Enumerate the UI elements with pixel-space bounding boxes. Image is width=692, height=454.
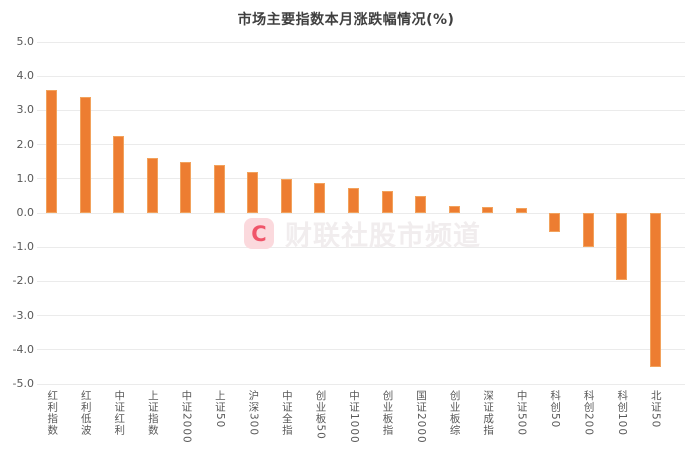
y-tick-label: 1.0 [16,171,35,185]
x-tick-label: 创业板50 [314,390,327,440]
chart-title: 市场主要指数本月涨跌幅情况(%) [237,12,455,28]
bar-上证指数 [146,158,158,213]
y-tick-label: -2.0 [12,274,34,288]
gridline [37,315,685,317]
bar-沪深300 [247,171,259,213]
gridline [37,41,685,43]
x-tick-label: 创业板综 [448,390,461,436]
x-tick-label: 上证50 [213,390,226,429]
bar-红利指数 [46,89,58,213]
bar-科创50 [549,213,561,233]
gridline [37,246,685,248]
y-tick-label: -1.0 [12,240,34,254]
x-tick-label: 创业板指 [381,390,394,436]
y-tick-label: -4.0 [12,342,34,356]
x-tick-label: 上证指数 [146,390,159,436]
bar-国证2000 [415,195,427,213]
bar-红利低波 [79,96,91,213]
bar-上证50 [213,165,225,213]
y-tick-label: 3.0 [16,103,35,117]
gridline [37,144,685,146]
y-tick-label: 4.0 [16,69,35,83]
gridline [37,75,685,77]
bar-中证红利 [113,136,125,213]
x-tick-label: 国证2000 [415,390,428,444]
x-tick-label: 中证全指 [280,390,293,436]
bar-创业板综 [448,206,460,213]
bar-中证2000 [180,161,192,213]
y-tick-label: 2.0 [16,137,35,151]
x-tick-label: 中证500 [515,390,528,437]
bar-中证全指 [280,178,292,213]
x-tick-label: 北证50 [649,390,662,429]
gridline [37,178,685,180]
x-tick-label: 深证成指 [482,390,495,436]
gridline [37,280,685,282]
gridline [37,212,685,214]
plot-area [35,41,685,385]
x-tick-label: 红利指数 [46,390,59,436]
x-tick-label: 科创200 [582,390,595,437]
bar-中证1000 [348,188,359,213]
gridline [37,109,685,111]
y-tick-label: 5.0 [16,35,35,48]
x-tick-label: 红利低波 [79,390,92,436]
x-tick-label: 科创50 [549,390,562,429]
bar-科创100 [616,213,628,280]
x-tick-label: 中证1000 [347,390,360,444]
y-tick-label: -3.0 [12,308,34,322]
bar-创业板指 [381,191,393,213]
x-tick-label: 中证红利 [113,390,126,436]
gridline [37,383,685,385]
x-tick-label: 沪深300 [247,390,260,437]
x-tick-label: 科创100 [616,390,629,437]
bar-科创200 [582,213,594,248]
gridline [37,349,685,351]
y-tick-label: 0.0 [16,206,35,219]
bar-北证50 [649,213,661,367]
x-tick-label: 中证2000 [180,390,193,444]
bar-中证500 [515,207,527,213]
y-tick-label: -5.0 [12,377,34,390]
bar-深证成指 [482,207,494,213]
bar-创业板50 [314,183,326,213]
